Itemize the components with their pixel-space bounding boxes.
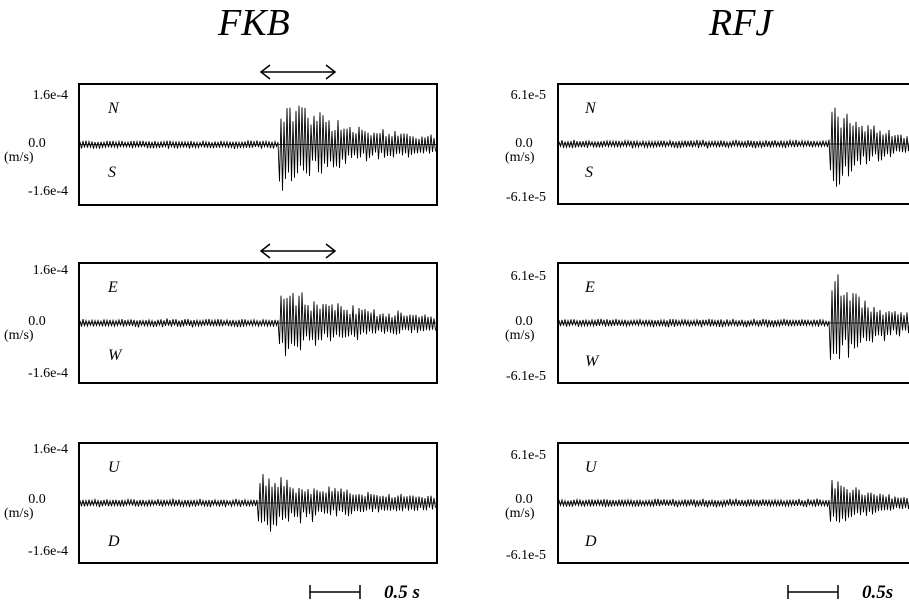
seismogram-trace [79, 105, 436, 191]
y-unit-label: (m/s) [505, 328, 535, 343]
y-unit-label: (m/s) [4, 328, 34, 343]
trace-line [558, 107, 909, 187]
y-zero-label: 0.0 [28, 314, 46, 329]
y-zero-label: 0.0 [515, 136, 533, 151]
seismogram-trace [79, 474, 436, 532]
y-zero-label: 0.0 [515, 492, 533, 507]
time-scale-label: 0.5 s [384, 582, 420, 603]
trace-line [79, 292, 436, 357]
y-unit-label: (m/s) [505, 506, 535, 521]
seismogram-trace [79, 292, 436, 357]
component-bottom-label: S [108, 164, 116, 181]
time-scale-label: 0.5s [862, 582, 894, 603]
y-max-label: 1.6e-4 [32, 88, 68, 103]
component-top-label: N [108, 100, 119, 117]
y-min-label: -6.1e-5 [505, 190, 546, 205]
seismogram-panel-rfj-ns: N S [557, 83, 909, 205]
y-max-label: 6.1e-5 [510, 88, 546, 103]
y-max-label: 1.6e-4 [32, 442, 68, 457]
trace-line [558, 274, 909, 360]
component-top-label: N [585, 100, 596, 117]
component-bottom-label: S [585, 164, 593, 181]
component-top-label: U [585, 459, 597, 476]
seismogram-panel-fkb-ud: U D [78, 442, 438, 564]
seismogram-trace [558, 107, 909, 187]
y-min-label: -6.1e-5 [505, 369, 546, 384]
time-window-arrow [259, 64, 337, 80]
time-window-arrow [259, 243, 337, 259]
y-zero-label: 0.0 [28, 136, 46, 151]
seismogram-panel-rfj-ew: E W [557, 262, 909, 384]
y-zero-label: 0.0 [28, 492, 46, 507]
seismogram-trace [558, 274, 909, 360]
y-unit-label: (m/s) [4, 506, 34, 521]
y-min-label: -1.6e-4 [27, 544, 68, 559]
component-bottom-label: D [108, 533, 120, 550]
component-top-label: U [108, 459, 120, 476]
seismogram-panel-rfj-ud: U D [557, 442, 909, 564]
time-scale-bar [309, 585, 361, 599]
component-bottom-label: D [585, 533, 597, 550]
component-top-label: E [108, 279, 118, 296]
y-max-label: 6.1e-5 [510, 448, 546, 463]
y-min-label: -6.1e-5 [505, 548, 546, 563]
station-title-rfj: RFJ [709, 2, 773, 44]
component-top-label: E [585, 279, 595, 296]
station-title-fkb: FKB [218, 2, 290, 44]
seismogram-trace [558, 480, 909, 523]
seismogram-panel-fkb-ns: N S [78, 83, 438, 206]
trace-line [558, 480, 909, 523]
seismogram-panel-fkb-ew: E W [78, 262, 438, 384]
y-zero-label: 0.0 [515, 314, 533, 329]
trace-line [79, 474, 436, 532]
y-max-label: 6.1e-5 [510, 269, 546, 284]
y-max-label: 1.6e-4 [32, 263, 68, 278]
y-min-label: -1.6e-4 [27, 366, 68, 381]
y-unit-label: (m/s) [505, 150, 535, 165]
trace-line [79, 105, 436, 191]
component-bottom-label: W [585, 353, 599, 370]
component-bottom-label: W [108, 347, 122, 364]
time-scale-bar [787, 585, 839, 599]
y-unit-label: (m/s) [4, 150, 34, 165]
y-min-label: -1.6e-4 [27, 184, 68, 199]
